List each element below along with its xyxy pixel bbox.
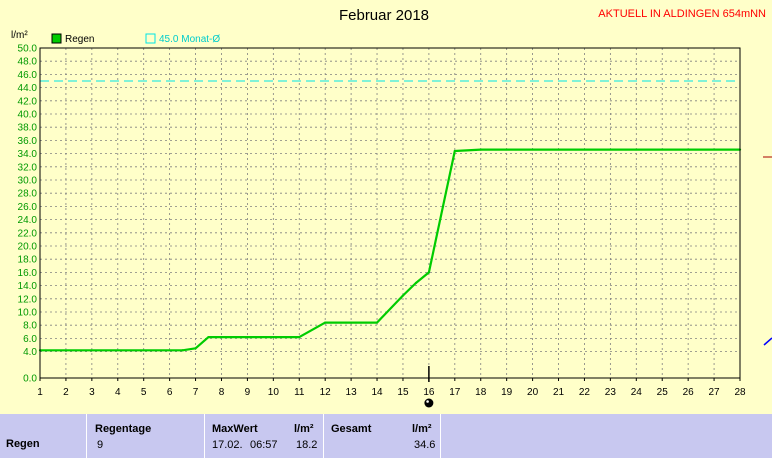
y-tick-label: 8.0 — [23, 321, 37, 332]
y-tick-label: 36.0 — [18, 136, 38, 147]
chart-title: Februar 2018 — [339, 7, 429, 24]
x-tick-label: 11 — [294, 387, 305, 398]
y-tick-label: 40.0 — [18, 110, 38, 121]
x-tick-label: 25 — [657, 387, 669, 398]
row-label: Regen — [6, 438, 40, 450]
gesamt-unit: l/m² — [412, 423, 432, 435]
x-tick-label: 9 — [245, 387, 251, 398]
x-tick-label: 28 — [734, 387, 746, 398]
legend-swatch-rain — [51, 33, 62, 44]
x-tick-label: 6 — [167, 387, 173, 398]
y-tick-label: 14.0 — [18, 281, 38, 292]
data-point-rain — [414, 281, 418, 285]
current-day-marker-highlight — [426, 400, 429, 403]
x-tick-label: 24 — [631, 387, 643, 398]
y-tick-label: 4.0 — [23, 347, 37, 358]
y-tick-label: 48.0 — [18, 57, 38, 68]
x-tick-label: 2 — [63, 387, 69, 398]
y-tick-label: 46.0 — [18, 70, 38, 81]
regentage-label: Regentage — [95, 423, 152, 435]
gesamt-label: Gesamt — [331, 423, 372, 435]
x-tick-label: 4 — [115, 387, 121, 398]
y-tick-label: 22.0 — [18, 228, 38, 239]
y-tick-label: 44.0 — [18, 83, 38, 94]
y-tick-label: 20.0 — [18, 242, 38, 253]
x-tick-label: 3 — [89, 387, 95, 398]
data-point-rain — [324, 321, 327, 324]
x-tick-label: 7 — [193, 387, 199, 398]
regentage-value: 9 — [97, 439, 104, 451]
y-tick-label: 26.0 — [18, 202, 38, 213]
legend-label-rain: Regen — [65, 34, 94, 45]
y-tick-label: 50.0 — [18, 44, 38, 55]
x-tick-label: 8 — [219, 387, 225, 398]
x-tick-label: 5 — [141, 387, 147, 398]
y-axis-unit: l/m² — [11, 30, 28, 41]
statistics-panel: Regen Regentage 9 MaxWert l/m² 17.02. 06… — [0, 414, 772, 458]
maxwert-label: MaxWert — [212, 423, 258, 435]
plot-frame — [39, 47, 741, 379]
x-tick-label: 26 — [683, 387, 695, 398]
maxwert-unit: l/m² — [294, 423, 314, 435]
y-tick-label: 30.0 — [18, 176, 38, 187]
x-tick-label: 1 — [37, 387, 43, 398]
x-tick-label: 19 — [501, 387, 513, 398]
data-point-rain — [427, 271, 430, 274]
x-tick-label: 23 — [605, 387, 617, 398]
y-tick-label: 6.0 — [23, 334, 37, 345]
data-point-rain — [375, 321, 379, 324]
legend-swatch-average — [145, 33, 156, 44]
x-ticks: 1 2 3 4 5 6 7 8 9 10 11 12 13 14 15 16 17 18 19 20 21 22 23 24 2… — [37, 378, 746, 398]
maxwert-value: 18.2 — [296, 439, 318, 451]
y-tick-label: 38.0 — [18, 123, 38, 134]
x-tick-label: 16 — [423, 387, 435, 398]
x-tick-label: 22 — [579, 387, 591, 398]
data-point-rain — [194, 347, 197, 350]
x-tick-label: 27 — [709, 387, 721, 398]
maxwert-date: 17.02. — [212, 439, 243, 451]
data-point-rain — [207, 335, 210, 339]
data-point-rain — [181, 349, 184, 352]
edge-mark-blue — [763, 337, 772, 346]
y-tick-label: 42.0 — [18, 96, 38, 107]
current-day-marker — [424, 398, 434, 408]
legend-label-average: 45.0 Monat-Ø — [159, 34, 220, 45]
row-label-cell: Regen — [0, 414, 87, 458]
data-point-rain — [401, 294, 405, 297]
maxwert-time: 06:57 — [250, 439, 278, 451]
y-tick-label: 10.0 — [18, 308, 38, 319]
chart-background — [0, 0, 772, 414]
y-tick-label: 0.0 — [23, 374, 37, 385]
grid — [40, 48, 740, 378]
series-layer — [38, 148, 742, 352]
data-point-rain — [479, 148, 482, 151]
x-tick-label: 13 — [346, 387, 358, 398]
gesamt-value: 34.6 — [414, 439, 436, 451]
y-tick-label: 34.0 — [18, 149, 38, 160]
rain-chart: Februar 2018 AKTUELL IN ALDINGEN 654mNN … — [0, 0, 772, 414]
regentage-cell: Regentage 9 — [87, 414, 205, 458]
x-tick-label: 20 — [527, 387, 539, 398]
station-label: AKTUELL IN ALDINGEN 654mNN — [598, 8, 766, 20]
y-ticks: 0.0 4.0 6.0 8.0 10.0 12.0 14.0 16.0 18.0 20.0 22.0… — [18, 44, 38, 385]
x-tick-label: 21 — [553, 387, 565, 398]
x-tick-label: 12 — [320, 387, 332, 398]
x-tick-label: 17 — [449, 387, 461, 398]
y-tick-label: 12.0 — [18, 294, 38, 305]
data-point-rain — [453, 149, 456, 153]
x-tick-label: 18 — [475, 387, 487, 398]
x-tick-label: 15 — [397, 387, 409, 398]
y-tick-label: 32.0 — [18, 162, 38, 173]
y-tick-label: 28.0 — [18, 189, 38, 200]
x-tick-label: 10 — [268, 387, 280, 398]
y-tick-label: 16.0 — [18, 268, 38, 279]
axes — [39, 47, 741, 408]
gesamt-cell: Gesamt l/m² 34.6 — [324, 414, 441, 458]
y-tick-label: 18.0 — [18, 255, 38, 266]
y-tick-label: 24.0 — [18, 215, 38, 226]
maxwert-cell: MaxWert l/m² 17.02. 06:57 18.2 — [205, 414, 324, 458]
x-tick-label: 14 — [371, 387, 383, 398]
data-point-rain — [298, 335, 301, 339]
